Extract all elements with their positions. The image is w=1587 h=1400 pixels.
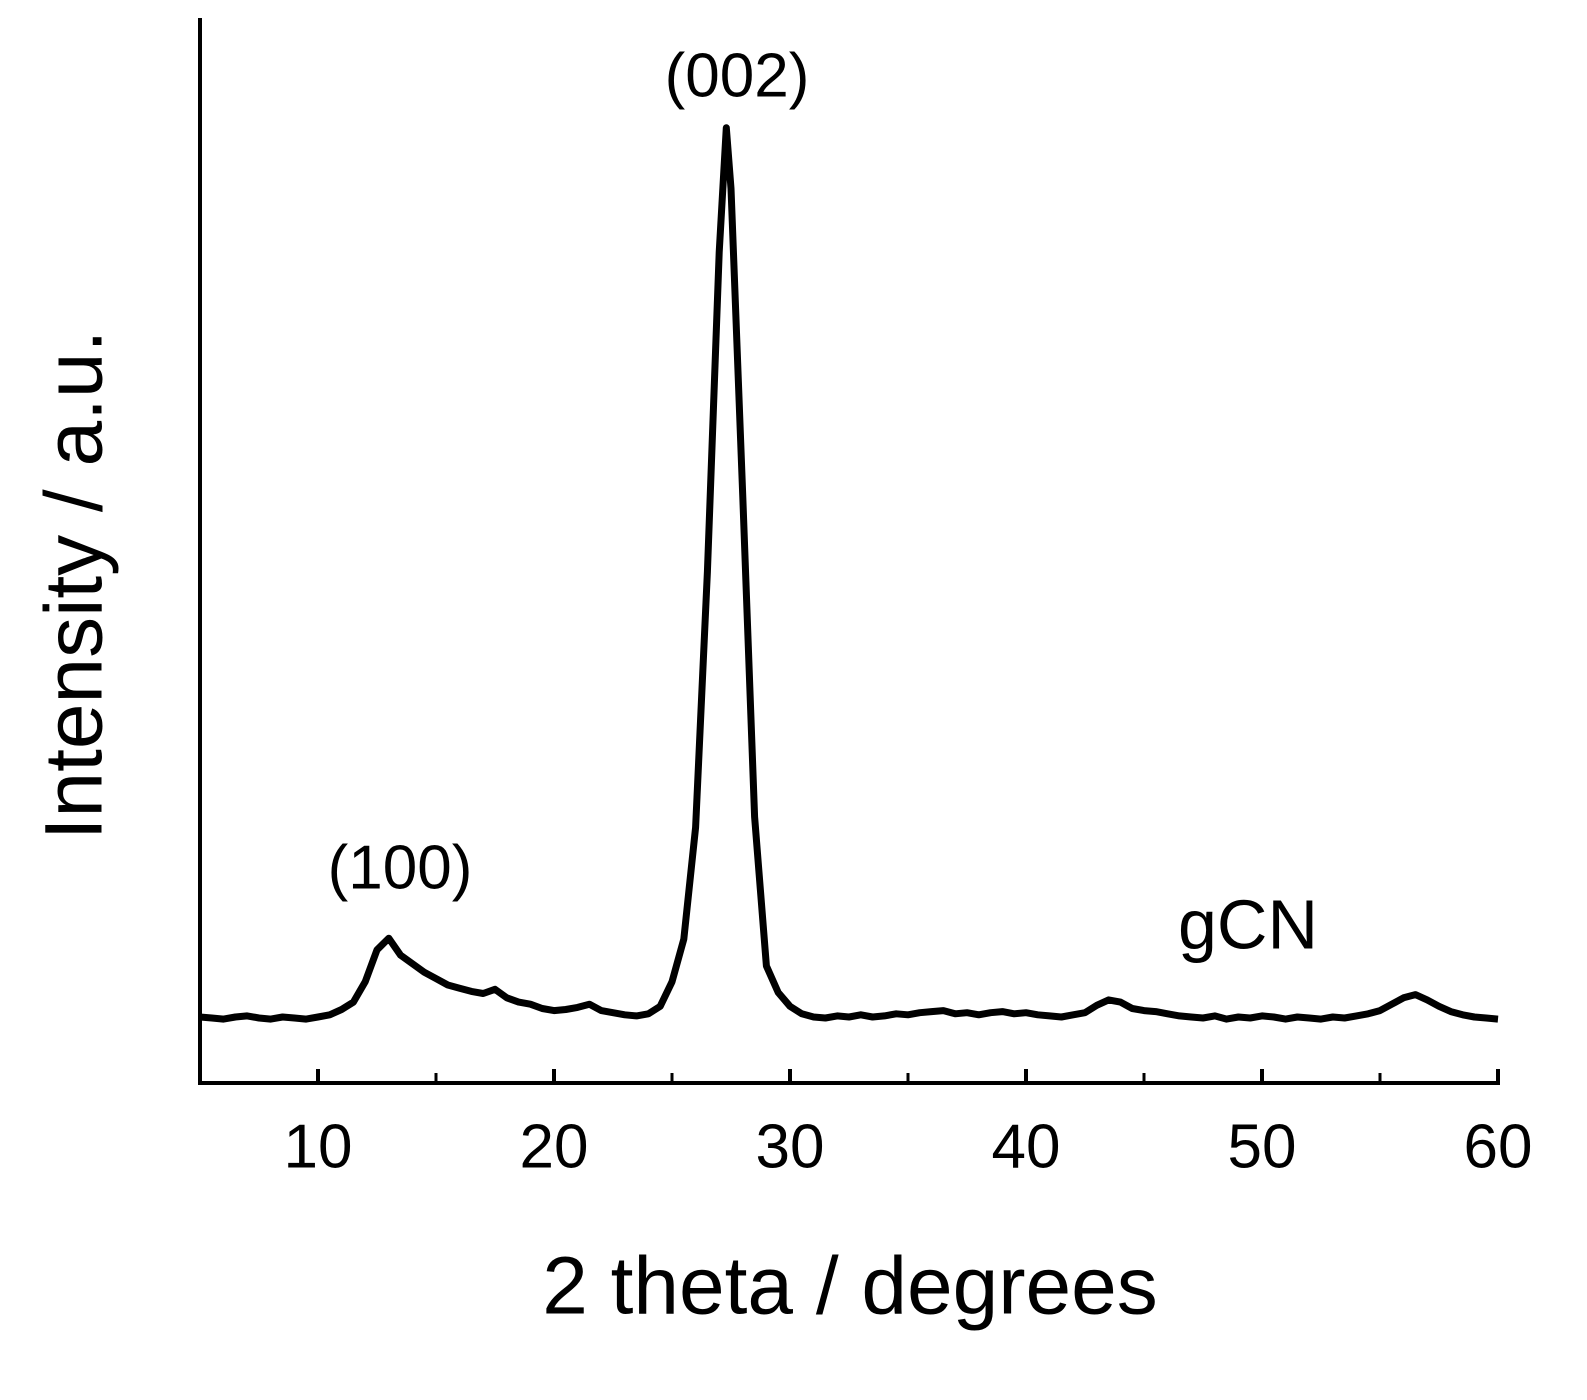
annotation: (100) [328, 833, 473, 902]
x-tick-label: 30 [756, 1112, 825, 1181]
x-tick-label: 10 [284, 1112, 353, 1181]
annotation: (002) [665, 41, 810, 110]
y-axis-label: Intensity / a.u. [29, 330, 120, 841]
x-tick-label: 50 [1228, 1112, 1297, 1181]
x-tick-label: 40 [992, 1112, 1061, 1181]
x-axis-label: 2 theta / degrees [542, 1241, 1157, 1332]
data-line [199, 124, 1499, 1023]
annotation: gCN [1178, 885, 1318, 963]
x-tick-label: 20 [520, 1112, 589, 1181]
x-tick-label: 60 [1464, 1112, 1533, 1181]
